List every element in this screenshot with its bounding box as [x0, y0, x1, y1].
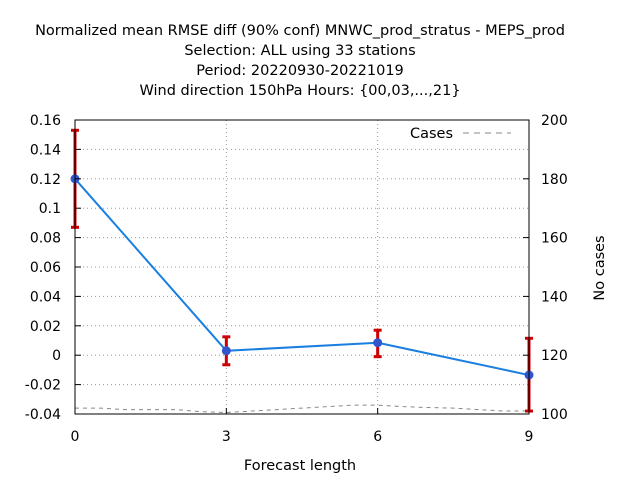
y2-tick-label: 100: [541, 407, 568, 423]
x-tick-label: 6: [373, 429, 382, 445]
x-tick-label: 9: [525, 429, 534, 445]
y2-tick-label: 160: [541, 231, 568, 247]
y-tick-label: 0.12: [30, 172, 61, 188]
y2-axis-ticks: 200 180 160 140 120 100: [523, 113, 568, 423]
title-line-4: Wind direction 150hPa Hours: {00,03,...,…: [139, 83, 460, 99]
y-tick-label: 0.14: [30, 142, 61, 158]
y-tick-label: -0.02: [25, 378, 61, 394]
y-tick-label: 0.16: [30, 113, 61, 129]
grid-lines: [75, 120, 529, 414]
y-axis-ticks: 0.16 0.14 0.12 0.1 0.08 0.06 0.04 0.02 0 -0.02 -0.…: [25, 113, 81, 423]
title-line-3: Period: 20220930-20221019: [196, 63, 404, 79]
y-tick-label: -0.04: [25, 407, 61, 423]
data-point: [221, 346, 231, 356]
cases-line: [75, 404, 529, 414]
x-axis-label: Forecast length: [244, 458, 356, 474]
x-tick-label: 0: [71, 429, 80, 445]
y2-tick-label: 140: [541, 289, 568, 305]
y-tick-label: 0.04: [30, 289, 61, 305]
y-tick-label: 0.02: [30, 319, 61, 335]
data-point: [373, 338, 383, 348]
y-tick-label: 0.1: [39, 201, 61, 217]
y2-tick-label: 200: [541, 113, 568, 129]
title-line-1: Normalized mean RMSE diff (90% conf) MNW…: [35, 23, 565, 39]
legend-cases-label: Cases: [410, 126, 453, 142]
title-line-2: Selection: ALL using 33 stations: [184, 43, 415, 59]
legend: Cases: [410, 126, 511, 142]
chart-title: Normalized mean RMSE diff (90% conf) MNW…: [35, 23, 565, 99]
rmse-diff-series: [70, 128, 534, 413]
y2-tick-label: 180: [541, 172, 568, 188]
y-tick-label: 0: [52, 348, 61, 364]
cases-series: [75, 404, 529, 414]
y-tick-label: 0.08: [30, 231, 61, 247]
y2-axis-label: No cases: [592, 235, 608, 300]
y-tick-label: 0.06: [30, 260, 61, 276]
x-tick-label: 3: [222, 429, 231, 445]
y2-tick-label: 120: [541, 348, 568, 364]
x-axis-ticks: 0 3 6 9: [71, 408, 534, 445]
series-line: [74, 178, 530, 377]
